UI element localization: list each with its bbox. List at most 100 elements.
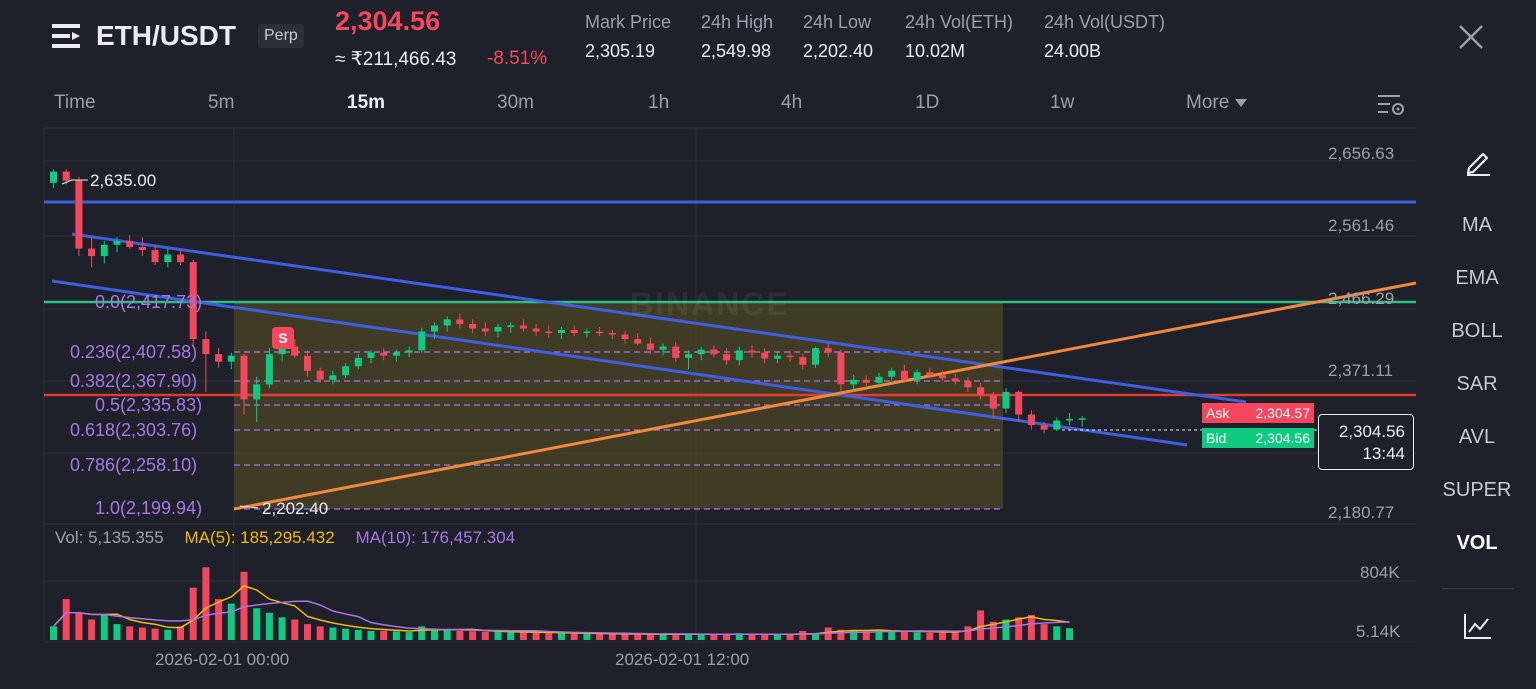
stat-label: 24h Vol(USDT): [1044, 12, 1166, 32]
candle-body: [367, 352, 375, 358]
tab-30m[interactable]: 30m: [497, 92, 534, 113]
volume-bar: [126, 626, 134, 640]
tab-more[interactable]: More: [1186, 92, 1248, 114]
candle-body: [418, 331, 426, 351]
low-marker-line: [239, 505, 259, 509]
pair-title[interactable]: ETH/USDT: [96, 20, 236, 51]
candle-body: [380, 352, 388, 356]
volume-axis-label: 5.14K: [1356, 622, 1401, 641]
candle-body: [621, 334, 629, 340]
tab-4h[interactable]: 4h: [781, 92, 803, 113]
stat-label: 24h Vol(ETH): [905, 12, 1014, 32]
volume-bar: [469, 631, 477, 640]
volume-bar: [75, 612, 83, 640]
fib-label: 0.236(2,407.58): [70, 342, 198, 362]
tab-15m[interactable]: 15m: [347, 92, 386, 113]
candle-body: [812, 348, 819, 365]
candle-body: [138, 247, 146, 251]
stat-24h-vol-usdt: 24h Vol(USDT) 24.00B: [1044, 12, 1165, 62]
indicator-vol[interactable]: VOL: [1456, 532, 1498, 554]
candle-body: [1002, 391, 1010, 409]
candle-body: [494, 326, 502, 332]
volume-bar: [113, 624, 121, 640]
price-axis-label: 2,561.46: [1328, 216, 1395, 235]
volume-bar: [88, 619, 96, 640]
volume-bar: [583, 633, 591, 640]
volume-bar: [62, 599, 70, 640]
menu-icon[interactable]: [52, 24, 80, 48]
candle-body: [900, 370, 908, 380]
candle-body: [1040, 425, 1048, 430]
candle-body: [304, 355, 311, 371]
tab-1w[interactable]: 1w: [1050, 92, 1075, 113]
candle-body: [697, 349, 705, 355]
volume-bar: [1002, 619, 1010, 640]
volume-bar: [951, 630, 959, 640]
candle-body: [113, 240, 121, 245]
tab-time[interactable]: Time: [54, 92, 96, 113]
inr-price: ≈ ₹211,466.43: [335, 49, 457, 70]
indicator-boll[interactable]: BOLL: [1451, 320, 1503, 342]
chart-settings-icon[interactable]: [1376, 92, 1406, 118]
indicator-ma[interactable]: MA: [1462, 214, 1492, 236]
tab-5m[interactable]: 5m: [208, 92, 235, 113]
candle-body: [75, 180, 83, 249]
price-axis-label: 2,656.63: [1328, 144, 1395, 163]
candle-body: [710, 349, 718, 355]
indicator-avl[interactable]: AVL: [1458, 426, 1496, 448]
ask-value: 2,304.57: [1255, 405, 1311, 421]
volume-bar: [964, 626, 972, 640]
volume-bar: [164, 629, 172, 640]
low-price-label: 2,202.40: [262, 499, 329, 518]
candle-body: [875, 376, 883, 383]
volume-bar: [748, 634, 756, 640]
date-axis-label: 2026-02-01 00:00: [155, 650, 290, 669]
bid-price-tag: Bid 2,304.56: [1202, 428, 1314, 448]
volume-bar: [1053, 626, 1061, 640]
bid-value: 2,304.56: [1255, 430, 1311, 446]
candle-countdown: 13:44: [1362, 444, 1405, 463]
header: ETH/USDT Perp 2,304.56 ≈ ₹211,466.43 -8.…: [0, 0, 1536, 80]
candle-body: [939, 375, 946, 379]
indicator-sar[interactable]: SAR: [1456, 373, 1498, 395]
candle-body: [1027, 414, 1035, 426]
volume-bar: [392, 631, 400, 640]
pencil-icon[interactable]: [1463, 146, 1493, 176]
candle-body: [913, 372, 921, 380]
tab-1h[interactable]: 1h: [648, 92, 670, 113]
indicator-super[interactable]: SUPER: [1442, 479, 1512, 501]
candle-body: [735, 350, 743, 361]
divider: [1442, 588, 1514, 589]
stat-value: 2,549.98: [701, 41, 772, 61]
date-axis-label: 2026-02-01 12:00: [615, 650, 750, 669]
line-chart-icon[interactable]: [1462, 610, 1494, 642]
tab-1d[interactable]: 1D: [915, 92, 940, 113]
candle-body: [405, 350, 413, 353]
sell-signal-marker[interactable]: S: [272, 327, 294, 349]
candle-body: [1066, 419, 1073, 421]
volume-bar: [507, 632, 515, 640]
volume-bar: [862, 631, 870, 640]
volume-bar: [608, 634, 616, 640]
volume-bar: [850, 630, 858, 640]
volume-bar: [875, 630, 883, 640]
price-axis-label: 2,371.11: [1328, 361, 1393, 380]
candle-body: [1053, 420, 1061, 430]
candle-body: [88, 248, 96, 257]
current-price-value: 2,304.56: [1338, 422, 1405, 441]
volume-bar: [240, 571, 248, 640]
indicator-ema[interactable]: EMA: [1455, 267, 1499, 289]
candle-body: [773, 355, 781, 359]
candle-body: [342, 366, 350, 376]
close-icon[interactable]: [1454, 20, 1488, 54]
volume-bar: [354, 629, 362, 640]
fib-label: 0.5(2,335.83): [95, 395, 203, 415]
vol-value: Vol: 5,135.355: [55, 528, 164, 547]
volume-bar: [215, 599, 223, 640]
stat-label: 24h Low: [803, 12, 872, 32]
volume-bar: [672, 633, 680, 640]
volume-bar: [621, 634, 629, 640]
volume-bar: [697, 634, 705, 640]
candle-body: [596, 331, 604, 334]
